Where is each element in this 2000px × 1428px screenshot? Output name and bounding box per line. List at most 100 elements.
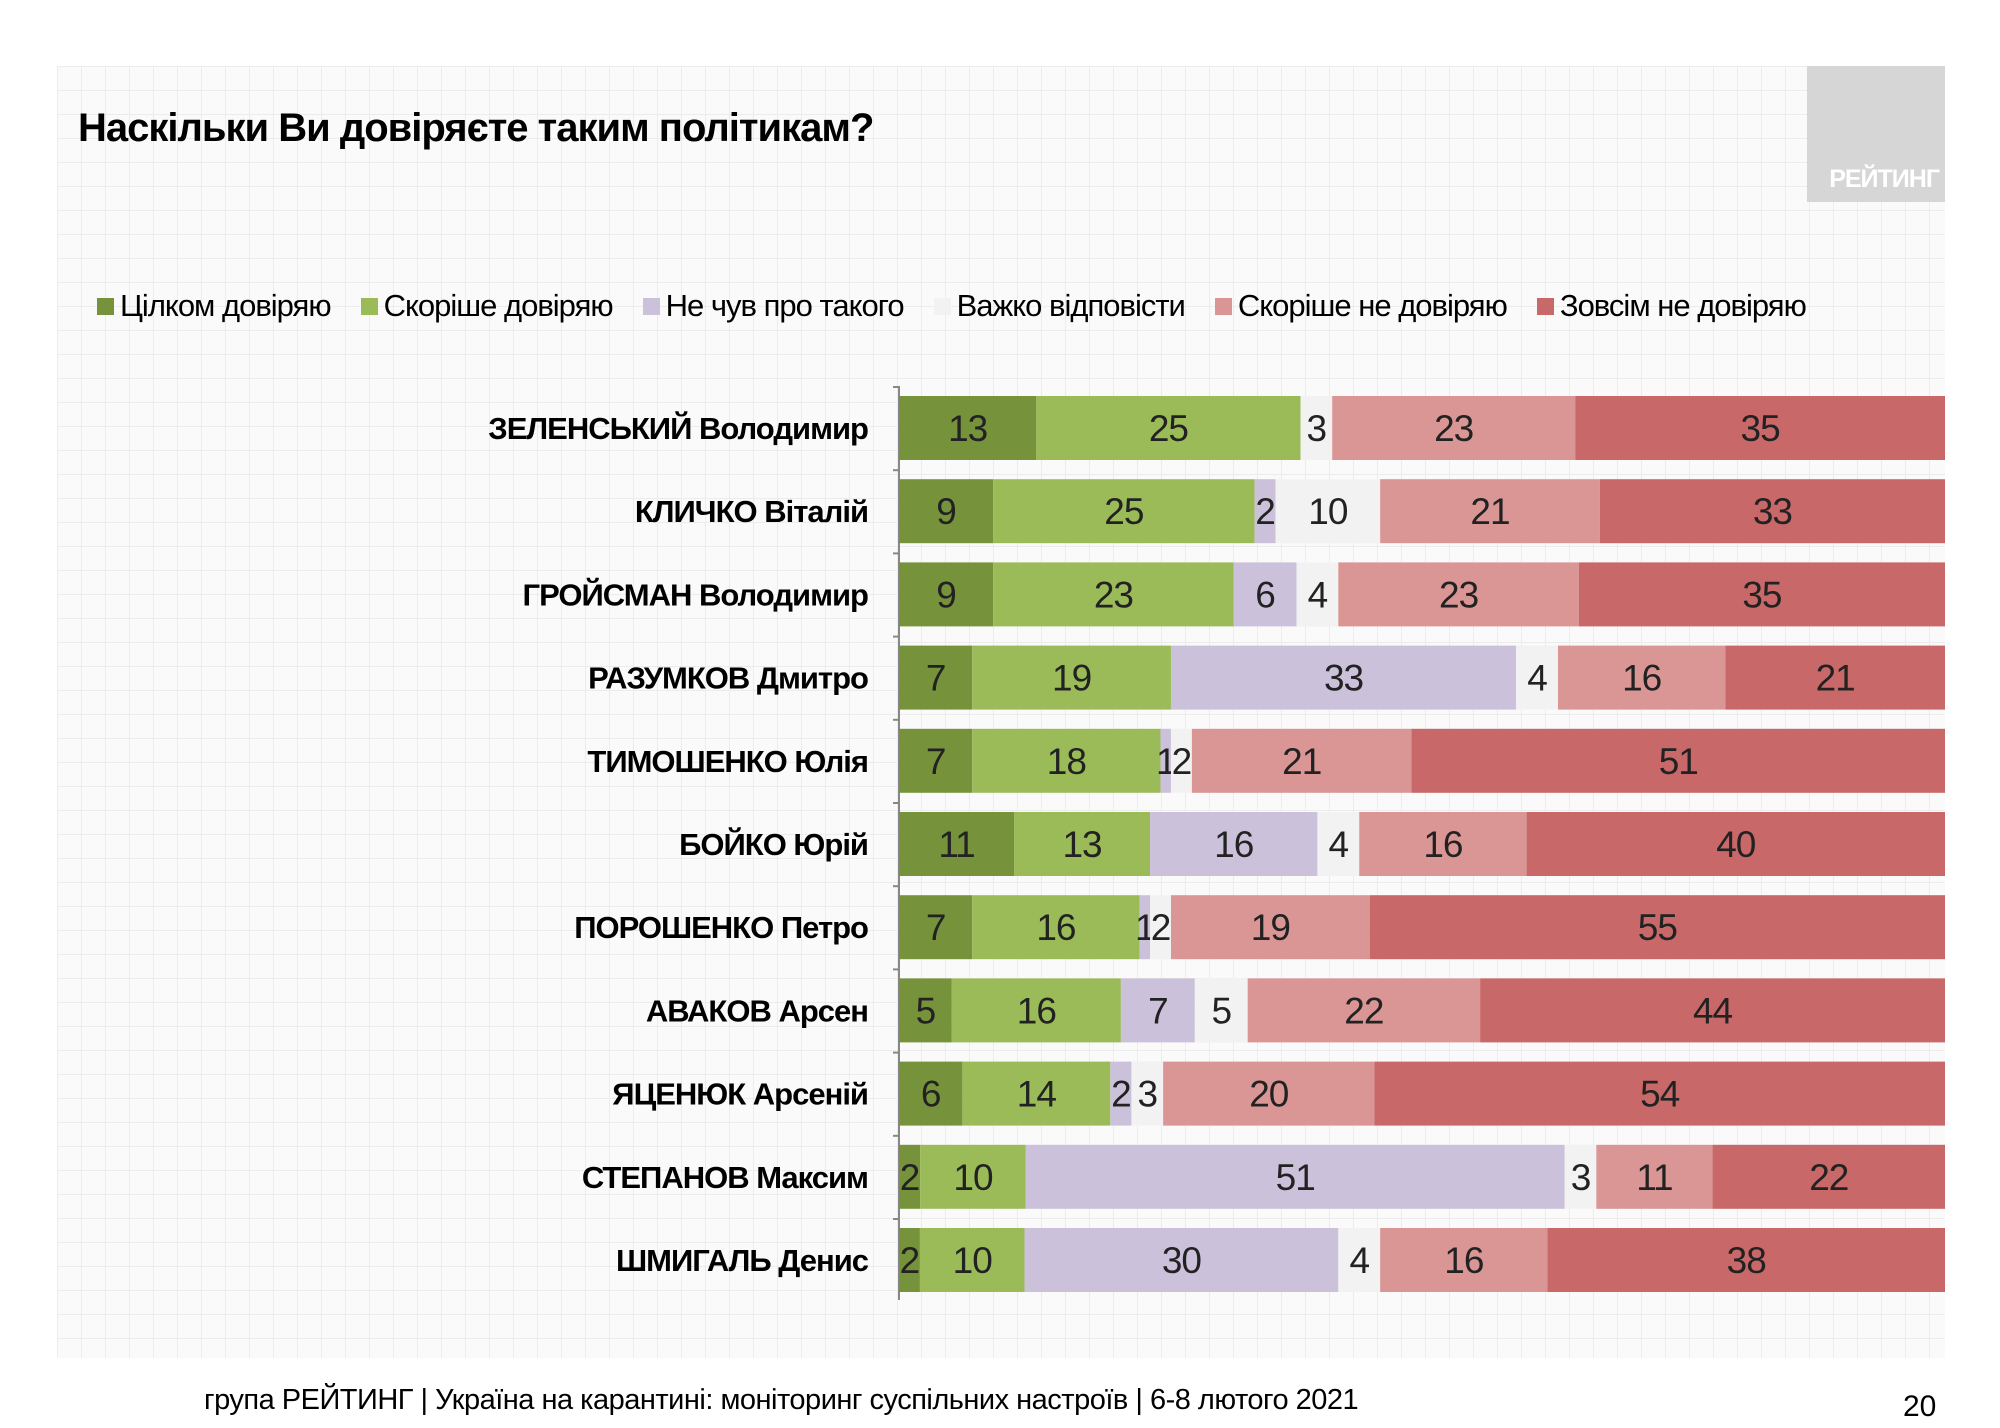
data-label: 16 (1214, 824, 1253, 865)
bar-segment (1191, 728, 1412, 793)
data-label: 30 (1162, 1240, 1202, 1281)
legend-item: Зовсім не довіряю (1536, 288, 1807, 324)
legend-swatch (933, 297, 951, 315)
data-label: 55 (1638, 907, 1678, 948)
page-number: 20 (1903, 1390, 1937, 1423)
data-label: 2 (1111, 1074, 1131, 1115)
data-label: 23 (1094, 574, 1133, 615)
data-label: 5 (1211, 990, 1231, 1031)
bar-segment (1557, 645, 1726, 710)
data-label: 3 (1307, 408, 1327, 449)
data-label: 23 (1434, 408, 1473, 449)
data-label: 9 (936, 574, 956, 615)
data-label: 2 (900, 1240, 920, 1281)
data-label: 7 (926, 907, 946, 948)
data-label: 7 (926, 741, 946, 782)
bar-segment (1317, 812, 1360, 876)
legend-label: Зовсім не довіряю (1559, 288, 1807, 323)
bar-segment (1254, 479, 1276, 544)
legend-label: Цілком довіряю (120, 288, 332, 323)
data-label: 21 (1470, 491, 1509, 532)
data-label: 25 (1149, 408, 1189, 449)
data-label: 13 (1062, 824, 1101, 865)
data-label: 21 (1816, 658, 1855, 699)
bar-segment (1564, 1144, 1597, 1209)
bar-segment (899, 978, 952, 1043)
bar-segment (1036, 396, 1301, 460)
bar-segment (1480, 978, 1945, 1043)
legend-label: Не чув про такого (665, 288, 905, 323)
category-label: КЛИЧКО Віталій (635, 494, 868, 529)
bar-segment (920, 1144, 1026, 1209)
bar-segment (972, 895, 1140, 960)
bar-segment (993, 479, 1255, 544)
legend: Цілком довіряю Скоріше довіряю Не чув про … (97, 288, 1807, 324)
data-label: 35 (1742, 574, 1782, 615)
data-label: 10 (953, 1157, 993, 1198)
bar-segment (899, 1228, 920, 1292)
data-label: 11 (1636, 1157, 1672, 1198)
logo-text: РЕЙТИНГ (1829, 165, 1940, 193)
bar-segment (1516, 645, 1558, 710)
data-label: 54 (1640, 1074, 1680, 1115)
bar-segment (899, 728, 973, 793)
data-label: 21 (1282, 741, 1321, 782)
data-label: 20 (1249, 1074, 1289, 1115)
data-label: 16 (1017, 990, 1056, 1031)
data-label: 25 (1104, 491, 1144, 532)
data-label: 38 (1727, 1240, 1766, 1281)
bar-segment (1578, 562, 1945, 627)
category-label: ТИМОШЕНКО Юлія (587, 744, 868, 779)
data-label: 14 (1017, 1074, 1057, 1115)
data-label: 10 (953, 1240, 993, 1281)
bar-segment (1526, 812, 1945, 876)
data-label: 2 (1172, 741, 1192, 782)
data-label: 16 (1423, 824, 1462, 865)
bar-segment (1338, 1228, 1381, 1292)
bar-segment (1110, 1061, 1132, 1126)
bar-segment (1547, 1228, 1945, 1292)
bar-segment (1296, 562, 1339, 627)
data-label: 44 (1693, 990, 1733, 1031)
category-label: ГРОЙСМАН Володимир (523, 576, 869, 612)
bar-segment (951, 978, 1121, 1043)
bar-segment (1300, 396, 1333, 460)
bar-segment (993, 562, 1234, 627)
bar-segment (1131, 1061, 1164, 1126)
bar-segment (1380, 479, 1600, 544)
legend-swatch (1536, 297, 1554, 315)
bar-segment (1275, 479, 1381, 544)
bar-segment (1160, 728, 1171, 793)
data-label: 3 (1571, 1157, 1591, 1198)
bar-segment (1599, 479, 1945, 544)
bar-segment (1024, 1228, 1339, 1292)
category-label: ЯЦЕНЮК Арсеній (612, 1077, 868, 1112)
bar-segment (1150, 812, 1318, 876)
data-label: 18 (1047, 741, 1086, 782)
bar-segment (1150, 895, 1171, 960)
data-label: 5 (916, 990, 936, 1031)
legend-item: Важко відповісти (933, 288, 1186, 324)
category-label: ПОРОШЕНКО Петро (574, 910, 868, 945)
data-label: 51 (1659, 741, 1698, 782)
data-label: 2 (1151, 907, 1171, 948)
data-label: 35 (1741, 408, 1781, 449)
legend-item: Цілком довіряю (97, 288, 332, 324)
data-label: 7 (926, 658, 946, 699)
data-label: 23 (1439, 574, 1478, 615)
category-label: ШМИГАЛЬ Денис (616, 1243, 869, 1278)
data-label: 9 (936, 491, 956, 532)
bar-segment (899, 562, 994, 627)
bar-segment (1725, 645, 1945, 710)
bar-segment (1233, 562, 1297, 627)
bar-segment (1170, 895, 1370, 960)
bar-segment (899, 812, 1015, 876)
legend-label: Скоріше не довіряю (1237, 288, 1508, 323)
data-label: 2 (900, 1157, 920, 1198)
bar-segment (1163, 1061, 1375, 1126)
bar-segment (1170, 728, 1192, 793)
data-label: 4 (1349, 1240, 1369, 1281)
footer-source: група РЕЙТИНГ | Україна на карантині: мо… (204, 1384, 1359, 1416)
data-label: 6 (921, 1074, 941, 1115)
